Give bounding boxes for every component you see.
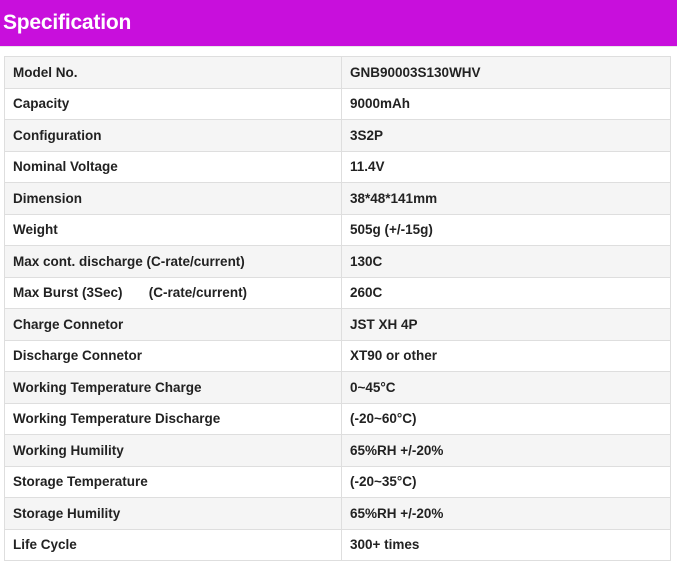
- spec-row: Storage Temperature (-20~35°C): [4, 465, 671, 498]
- spec-label: Storage Humility: [4, 497, 342, 530]
- spec-row: Model No. GNB90003S130WHV: [4, 56, 671, 89]
- spec-value: 3S2P: [341, 119, 671, 152]
- spec-label: Life Cycle: [4, 528, 342, 561]
- spec-label: Weight: [4, 213, 342, 246]
- spec-row: Working Temperature Charge 0~45°C: [4, 371, 671, 404]
- spec-value: 9000mAh: [341, 87, 671, 120]
- spec-value: 300+ times: [341, 528, 671, 561]
- specification-table: Model No. GNB90003S130WHV Capacity 9000mAh C…: [4, 56, 671, 561]
- spec-value: 65%RH +/-20%: [341, 434, 671, 467]
- spec-label: Nominal Voltage: [4, 150, 342, 183]
- spec-label: Working Temperature Charge: [4, 371, 342, 404]
- spec-value: (-20~35°C): [341, 465, 671, 498]
- spec-value: 505g (+/-15g): [341, 213, 671, 246]
- spec-row: Capacity 9000mAh: [4, 87, 671, 120]
- spec-value: (-20~60°C): [341, 402, 671, 435]
- spec-value: JST XH 4P: [341, 308, 671, 341]
- spec-value: 65%RH +/-20%: [341, 497, 671, 530]
- spec-label: Dimension: [4, 182, 342, 215]
- spec-value: 130C: [341, 245, 671, 278]
- spec-label: Model No.: [4, 56, 342, 89]
- spec-row: Working Humility 65%RH +/-20%: [4, 434, 671, 467]
- specification-table-body: Model No. GNB90003S130WHV Capacity 9000mAh C…: [4, 56, 671, 561]
- section-header: Specification: [0, 0, 677, 47]
- spec-row: Max cont. discharge (C-rate/current) 130C: [4, 245, 671, 278]
- spec-value: 11.4V: [341, 150, 671, 183]
- spec-value: 0~45°C: [341, 371, 671, 404]
- spec-label: Configuration: [4, 119, 342, 152]
- spec-label: Storage Temperature: [4, 465, 342, 498]
- spec-label: Working Humility: [4, 434, 342, 467]
- spec-label: Max Burst (3Sec) (C-rate/current): [4, 276, 342, 309]
- section-title: Specification: [3, 11, 132, 34]
- spec-row: Storage Humility 65%RH +/-20%: [4, 497, 671, 530]
- spec-label: Charge Connetor: [4, 308, 342, 341]
- spec-label: Discharge Connetor: [4, 339, 342, 372]
- spec-row: Dimension 38*48*141mm: [4, 182, 671, 215]
- spec-value: 260C: [341, 276, 671, 309]
- spec-row: Discharge Connetor XT90 or other: [4, 339, 671, 372]
- spec-row: Max Burst (3Sec) (C-rate/current) 260C: [4, 276, 671, 309]
- spec-row: Nominal Voltage 11.4V: [4, 150, 671, 183]
- spec-row: Charge Connetor JST XH 4P: [4, 308, 671, 341]
- spec-label: Max cont. discharge (C-rate/current): [4, 245, 342, 278]
- spec-value: XT90 or other: [341, 339, 671, 372]
- spec-label: Working Temperature Discharge: [4, 402, 342, 435]
- spec-row: Weight 505g (+/-15g): [4, 213, 671, 246]
- spec-row: Configuration 3S2P: [4, 119, 671, 152]
- spec-row: Life Cycle 300+ times: [4, 528, 671, 561]
- spec-value: 38*48*141mm: [341, 182, 671, 215]
- spec-row: Working Temperature Discharge (-20~60°C): [4, 402, 671, 435]
- spec-label: Capacity: [4, 87, 342, 120]
- spec-value: GNB90003S130WHV: [341, 56, 671, 89]
